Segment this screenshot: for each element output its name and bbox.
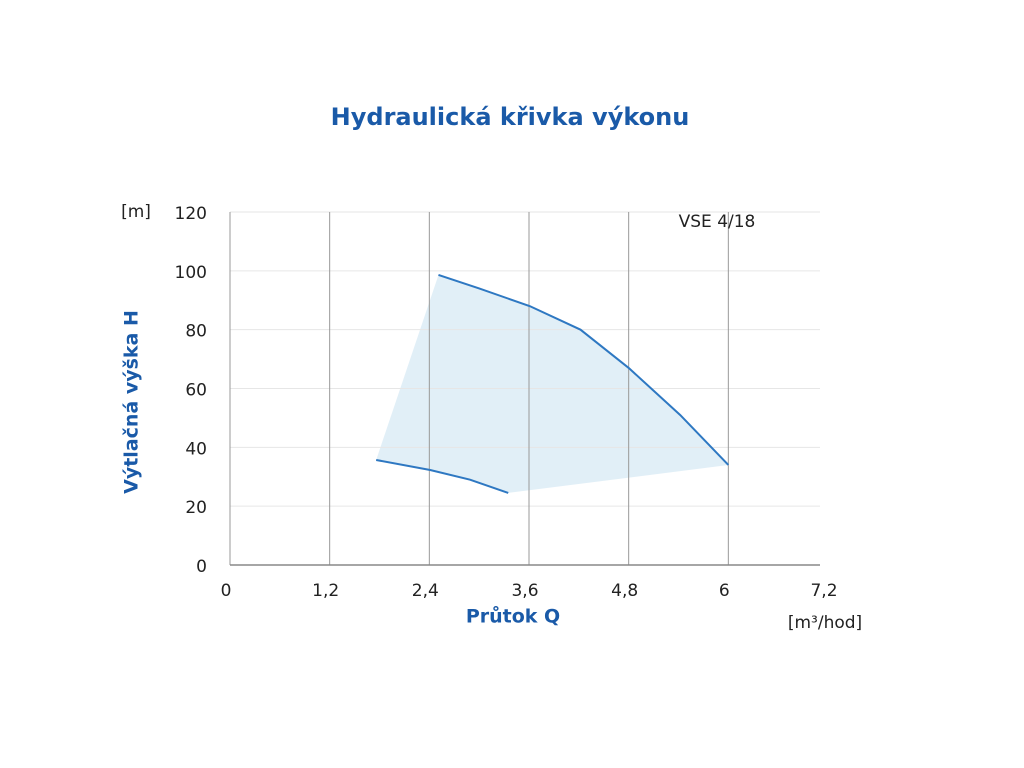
x-tick-label: 0 <box>221 581 232 601</box>
y-tick-label: 100 <box>175 263 207 283</box>
line <box>375 458 509 494</box>
y-tick-label: 0 <box>196 557 207 577</box>
annotation: VSE 4/18 <box>679 212 756 232</box>
x-tick-label: 1,2 <box>312 581 339 601</box>
y-tick-label: 80 <box>185 322 207 342</box>
chart-title: Hydraulická křivka výkonu <box>331 103 690 131</box>
y-tick-label: 40 <box>185 439 207 459</box>
y-axis-title: Výtlačná výška H <box>121 310 143 494</box>
x-tick-label: 2,4 <box>412 581 439 601</box>
x-unit: [m³/hod] <box>788 613 862 633</box>
line <box>438 274 730 466</box>
y-tick-label: 20 <box>185 498 207 518</box>
x-tick-label: 4,8 <box>611 581 638 601</box>
x-tick-label: 3,6 <box>511 581 538 601</box>
y-unit: [m] <box>121 202 151 222</box>
y-tick-label: 60 <box>185 381 207 401</box>
y-tick-label: 120 <box>175 204 207 224</box>
x-tick-label: 7,2 <box>810 581 837 601</box>
x-axis-title: Průtok Q <box>466 605 560 628</box>
x-tick-label: 6 <box>719 581 730 601</box>
